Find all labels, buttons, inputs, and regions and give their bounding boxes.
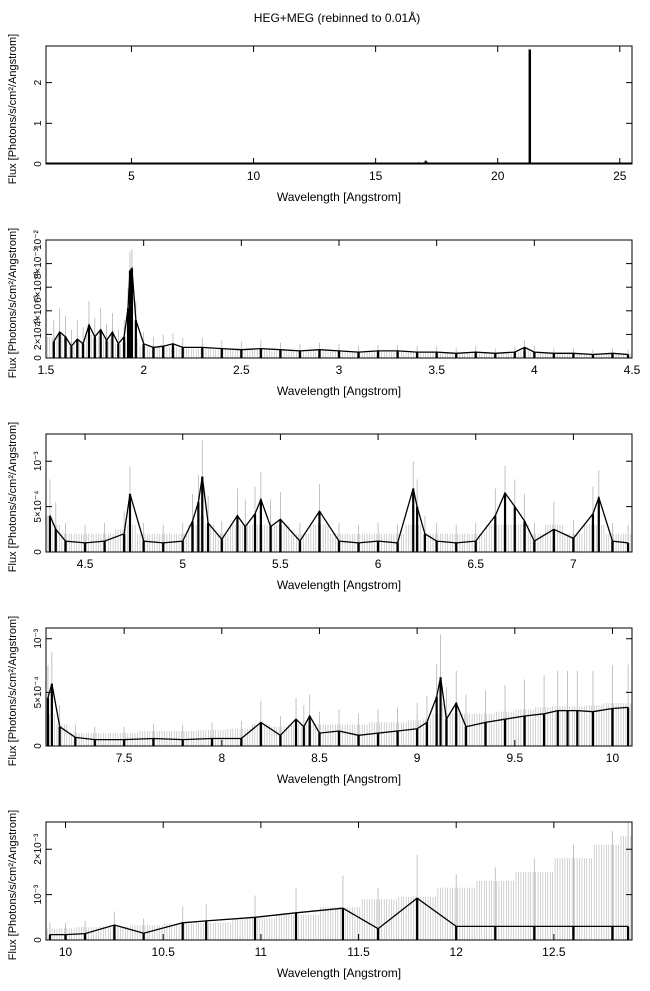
x-axis-label: Wavelength [Angstrom]: [277, 966, 401, 980]
y-axis-label: Flux [Photons/s/cm²/Angstrom]: [7, 422, 19, 572]
series-1: [46, 48, 632, 165]
x-tick-label: 5.5: [272, 557, 289, 571]
x-tick-label: 10: [247, 169, 261, 183]
x-tick-label: 10: [606, 751, 620, 765]
x-tick-label: 9: [414, 751, 421, 765]
figure-title: HEG+MEG (rebinned to 0.01Å): [254, 10, 420, 25]
panel-5: 10 10.5 11 11.5 12 12.5 0 10⁻³ 2×10⁻³ Wavelength …: [7, 810, 633, 980]
x-tick-label: 15: [369, 169, 383, 183]
y-tick-label: 10⁻³: [33, 884, 44, 904]
data-line: [53, 266, 629, 356]
x-tick-label: 5: [128, 169, 135, 183]
x-tick-label: 4.5: [77, 557, 94, 571]
x-tick-label: 20: [491, 169, 505, 183]
x-tick-label: 2.5: [233, 363, 250, 377]
y-tick-label: 10⁻³: [33, 451, 44, 471]
y-tick-label: 0: [33, 743, 44, 749]
data-line: [49, 897, 629, 936]
y-tick-label: 5×10⁻⁴: [33, 676, 44, 708]
y-tick-label: 0: [33, 937, 44, 943]
y-tick-label: 1: [33, 120, 44, 126]
x-tick-label: 8.5: [311, 751, 328, 765]
y-tick-label: 10⁻³: [33, 628, 44, 648]
data-line: [49, 476, 629, 544]
panel-1: 5 10 15 20 25 0 1 2 Wavelength [Angstrom] Flux [P…: [7, 34, 633, 204]
error-band: [46, 835, 632, 940]
x-axis-label: Wavelength [Angstrom]: [277, 190, 401, 204]
y-axis-label: Flux [Photons/s/cm²/Angstrom]: [7, 34, 19, 184]
y-tick-label: 4×10⁻³: [33, 295, 44, 327]
plot-frame: [45, 627, 633, 747]
series-1: [46, 634, 630, 746]
series-1: [48, 822, 630, 940]
x-tick-label: 10: [59, 945, 73, 959]
panel-4: 7.5 8 8.5 9 9.5 10 0 5×10⁻⁴ 10⁻³ Wavelength [Angs…: [7, 616, 633, 786]
x-tick-label: 8: [218, 751, 225, 765]
y-tick-label: 10⁻²: [33, 229, 44, 249]
y-tick-label: 0: [33, 161, 44, 167]
x-tick-label: 3: [336, 363, 343, 377]
y-tick-label: 0: [33, 549, 44, 555]
panel-2: 1.5 2 2.5 3 3.5 4 4.5 0 2×10⁻³4×10⁻³6×10⁻³8×10⁻³…: [7, 228, 641, 398]
x-tick-label: 7.5: [116, 751, 133, 765]
x-tick-label: 4.5: [624, 363, 641, 377]
x-tick-label: 12.5: [542, 945, 566, 959]
x-tick-label: 25: [613, 169, 627, 183]
series-1: [48, 440, 630, 552]
plot-frame: [45, 821, 633, 941]
x-axis-label: Wavelength [Angstrom]: [277, 772, 401, 786]
y-tick-label: 2×10⁻³: [33, 318, 44, 350]
x-tick-label: 9.5: [506, 751, 523, 765]
x-tick-label: 10.5: [152, 945, 176, 959]
y-axis-label: Flux [Photons/s/cm²/Angstrom]: [7, 810, 19, 960]
y-axis-label: Flux [Photons/s/cm²/Angstrom]: [7, 616, 19, 766]
y-tick-label: 0: [33, 355, 44, 361]
x-tick-label: 7: [570, 557, 577, 571]
error-band: [46, 515, 632, 552]
x-tick-label: 6.5: [467, 557, 484, 571]
y-axis-label: Flux [Photons/s/cm²/Angstrom]: [7, 228, 19, 378]
x-tick-label: 12: [450, 945, 464, 959]
x-tick-label: 1.5: [38, 363, 55, 377]
data-line: [47, 677, 629, 741]
series-1: [52, 249, 630, 358]
x-axis-label: Wavelength [Angstrom]: [277, 578, 401, 592]
x-tick-label: 2: [140, 363, 147, 377]
x-tick-label: 3.5: [428, 363, 445, 377]
x-tick-label: 11: [255, 945, 268, 959]
x-tick-label: 5: [179, 557, 186, 571]
y-tick-label: 2×10⁻³: [33, 833, 44, 865]
x-tick-label: 11.5: [347, 945, 370, 959]
plot-frame: [45, 45, 633, 165]
y-tick-label: 6×10⁻³: [33, 271, 44, 303]
panel-3: 4.5 5 5.5 6 6.5 7 0 5×10⁻⁴ 10⁻³ Wavelength [Angst…: [7, 422, 633, 592]
x-tick-label: 6: [375, 557, 382, 571]
x-tick-label: 4: [531, 363, 538, 377]
plot-frame: [45, 433, 633, 553]
y-tick-label: 2: [33, 79, 44, 85]
y-tick-label: 8×10⁻³: [33, 247, 44, 279]
x-axis-label: Wavelength [Angstrom]: [277, 384, 401, 398]
y-tick-label: 5×10⁻⁴: [33, 491, 44, 523]
